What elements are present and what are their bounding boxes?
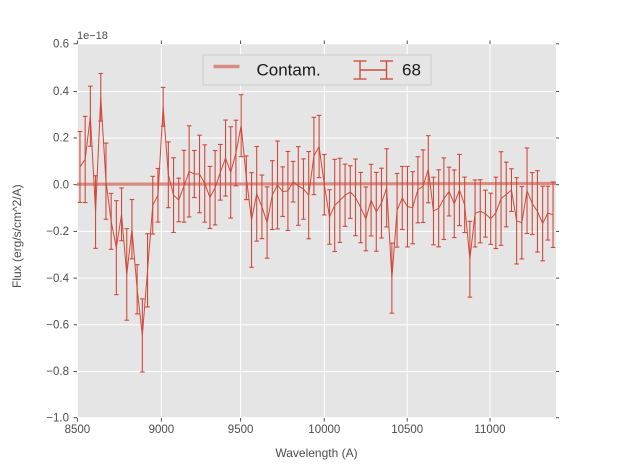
svg-text:9500: 9500	[228, 424, 254, 436]
svg-text:−0.8: −0.8	[46, 366, 69, 378]
svg-text:Wavelength (A): Wavelength (A)	[275, 446, 357, 460]
svg-text:11000: 11000	[474, 424, 505, 436]
svg-text:9000: 9000	[149, 424, 175, 436]
svg-text:0.6: 0.6	[53, 39, 69, 51]
svg-text:−0.4: −0.4	[46, 273, 69, 285]
svg-text:0.0: 0.0	[53, 179, 69, 191]
svg-text:10500: 10500	[391, 424, 423, 436]
svg-text:−0.6: −0.6	[46, 320, 69, 332]
svg-text:8500: 8500	[65, 424, 91, 436]
svg-text:0.2: 0.2	[53, 133, 69, 145]
svg-text:1e−18: 1e−18	[77, 30, 108, 42]
svg-text:−0.2: −0.2	[46, 226, 69, 238]
svg-text:68: 68	[402, 61, 421, 80]
svg-text:0.4: 0.4	[53, 86, 70, 98]
svg-text:−1.0: −1.0	[46, 412, 69, 424]
svg-text:10000: 10000	[308, 424, 340, 436]
svg-text:Contam.: Contam.	[257, 61, 321, 80]
